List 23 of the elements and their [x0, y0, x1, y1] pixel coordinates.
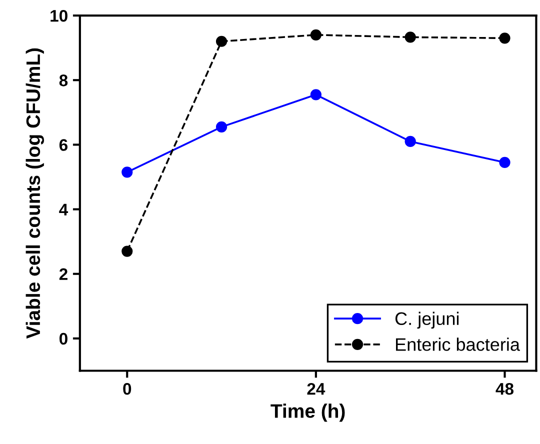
- x-tick-label: 0: [123, 382, 132, 395]
- point: [216, 121, 228, 132]
- x-tick-label: 48: [496, 382, 514, 395]
- y-tick-label: 6: [59, 139, 68, 151]
- point: [404, 136, 416, 148]
- x-tick-label: 24: [307, 382, 326, 395]
- point: [310, 29, 322, 40]
- y-tick-label: 10: [50, 10, 68, 22]
- y-tick-label: 2: [59, 268, 68, 280]
- point: [499, 156, 510, 168]
- y-tick-label: 8: [59, 74, 68, 86]
- point: [122, 246, 133, 257]
- legend-label: Enteric bacteria: [396, 338, 520, 351]
- point: [216, 36, 228, 47]
- point: [122, 166, 133, 178]
- y-tick-label: 4: [59, 204, 68, 216]
- point: [499, 32, 510, 44]
- y-axis-title: Viable cell counts (log CFU/mL): [26, 48, 44, 339]
- legend-label: C. jejuni: [395, 312, 459, 329]
- x-axis-title: Time (h): [270, 404, 345, 422]
- point: [310, 89, 322, 100]
- y-tick-label: 0: [60, 332, 68, 345]
- point: [404, 32, 416, 43]
